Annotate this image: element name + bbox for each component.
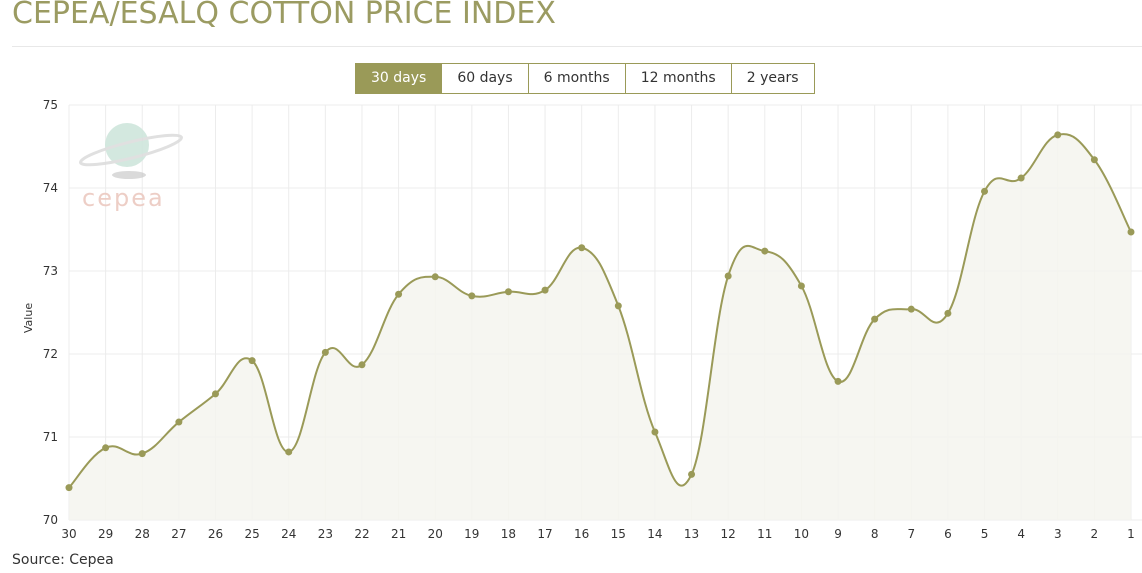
data-point[interactable] [761,247,769,255]
y-tick-label: 73 [43,264,58,278]
series-area [69,134,1131,520]
x-tick-label: 12 [721,527,736,541]
y-tick-label: 72 [43,347,58,361]
x-tick-label: 30 [61,527,76,541]
range-button-12-months[interactable]: 12 months [624,64,731,93]
x-tick-label: 9 [834,527,842,541]
range-selector: 30 days 60 days 6 months 12 months 2 yea… [355,63,815,94]
data-point[interactable] [358,361,366,369]
series-line [68,133,1132,489]
data-point[interactable] [981,187,989,195]
data-point[interactable] [248,357,256,365]
x-tick-label: 13 [684,527,699,541]
title-divider [12,46,1142,47]
logo-text: cepea [82,184,165,212]
x-tick-label: 2 [1091,527,1099,541]
x-tick-label: 29 [98,527,113,541]
data-point[interactable] [688,470,696,478]
data-point[interactable] [65,484,73,492]
x-tick-label: 28 [135,527,150,541]
data-point[interactable] [541,286,549,294]
x-tick-label: 22 [354,527,369,541]
y-tick-label: 70 [43,513,58,527]
x-tick-label: 17 [537,527,552,541]
x-tick-label: 6 [944,527,952,541]
y-tick-label: 75 [43,98,58,112]
data-point[interactable] [1090,156,1098,164]
data-point[interactable] [907,305,915,313]
x-tick-label: 3 [1054,527,1062,541]
x-tick-label: 11 [757,527,772,541]
y-tick-label: 74 [43,181,58,195]
data-point[interactable] [1017,174,1025,182]
data-point[interactable] [578,244,586,252]
y-tick-label: 71 [43,430,58,444]
data-point[interactable] [211,390,219,398]
cepea-logo-watermark: cepea [79,123,183,212]
data-point[interactable] [468,292,476,300]
data-point[interactable] [651,428,659,436]
range-button-30-days[interactable]: 30 days [356,64,442,93]
y-axis-labels: 70 71 72 73 74 75 [43,98,58,527]
x-tick-label: 20 [428,527,443,541]
data-point[interactable] [285,448,293,456]
x-tick-label: 21 [391,527,406,541]
data-point[interactable] [834,377,842,385]
data-point[interactable] [102,444,110,452]
series-points [65,131,1135,492]
data-point[interactable] [614,302,622,310]
data-point[interactable] [138,450,146,458]
x-tick-label: 1 [1127,527,1135,541]
range-button-2-years[interactable]: 2 years [730,64,814,93]
x-tick-label: 5 [981,527,989,541]
data-point[interactable] [1054,131,1062,139]
price-chart: cepea 30 29 28 27 26 25 24 23 22 21 20 19 18 17 16 15 14… [22,98,1142,541]
x-tick-label: 25 [244,527,259,541]
data-point[interactable] [175,418,183,426]
data-point[interactable] [944,309,952,317]
x-tick-label: 19 [464,527,479,541]
range-button-60-days[interactable]: 60 days [441,64,528,93]
x-tick-label: 8 [871,527,879,541]
x-tick-label: 26 [208,527,223,541]
data-point[interactable] [871,315,879,323]
source-note: Source: Cepea [12,552,114,568]
data-point[interactable] [797,282,805,290]
data-point[interactable] [431,273,439,281]
logo-shadow [112,171,146,179]
x-tick-label: 7 [907,527,915,541]
page-title: CEPEA/ESALQ COTTON PRICE INDEX [12,0,556,31]
x-tick-label: 10 [794,527,809,541]
x-tick-label: 18 [501,527,516,541]
data-point[interactable] [724,272,732,280]
data-point[interactable] [395,290,403,298]
orbit-ring [79,133,183,167]
x-tick-label: 27 [171,527,186,541]
data-point[interactable] [321,348,329,356]
x-axis-labels: 30 29 28 27 26 25 24 23 22 21 20 19 18 17 16 15 14 13 12 11… [61,527,1134,541]
x-tick-label: 24 [281,527,296,541]
data-point[interactable] [504,288,512,296]
y-axis-title: Value [22,303,35,333]
data-point[interactable] [1127,228,1135,236]
x-tick-label: 23 [318,527,333,541]
range-button-6-months[interactable]: 6 months [527,64,625,93]
x-tick-label: 16 [574,527,589,541]
x-tick-label: 14 [647,527,662,541]
x-tick-label: 4 [1017,527,1025,541]
x-tick-label: 15 [611,527,626,541]
